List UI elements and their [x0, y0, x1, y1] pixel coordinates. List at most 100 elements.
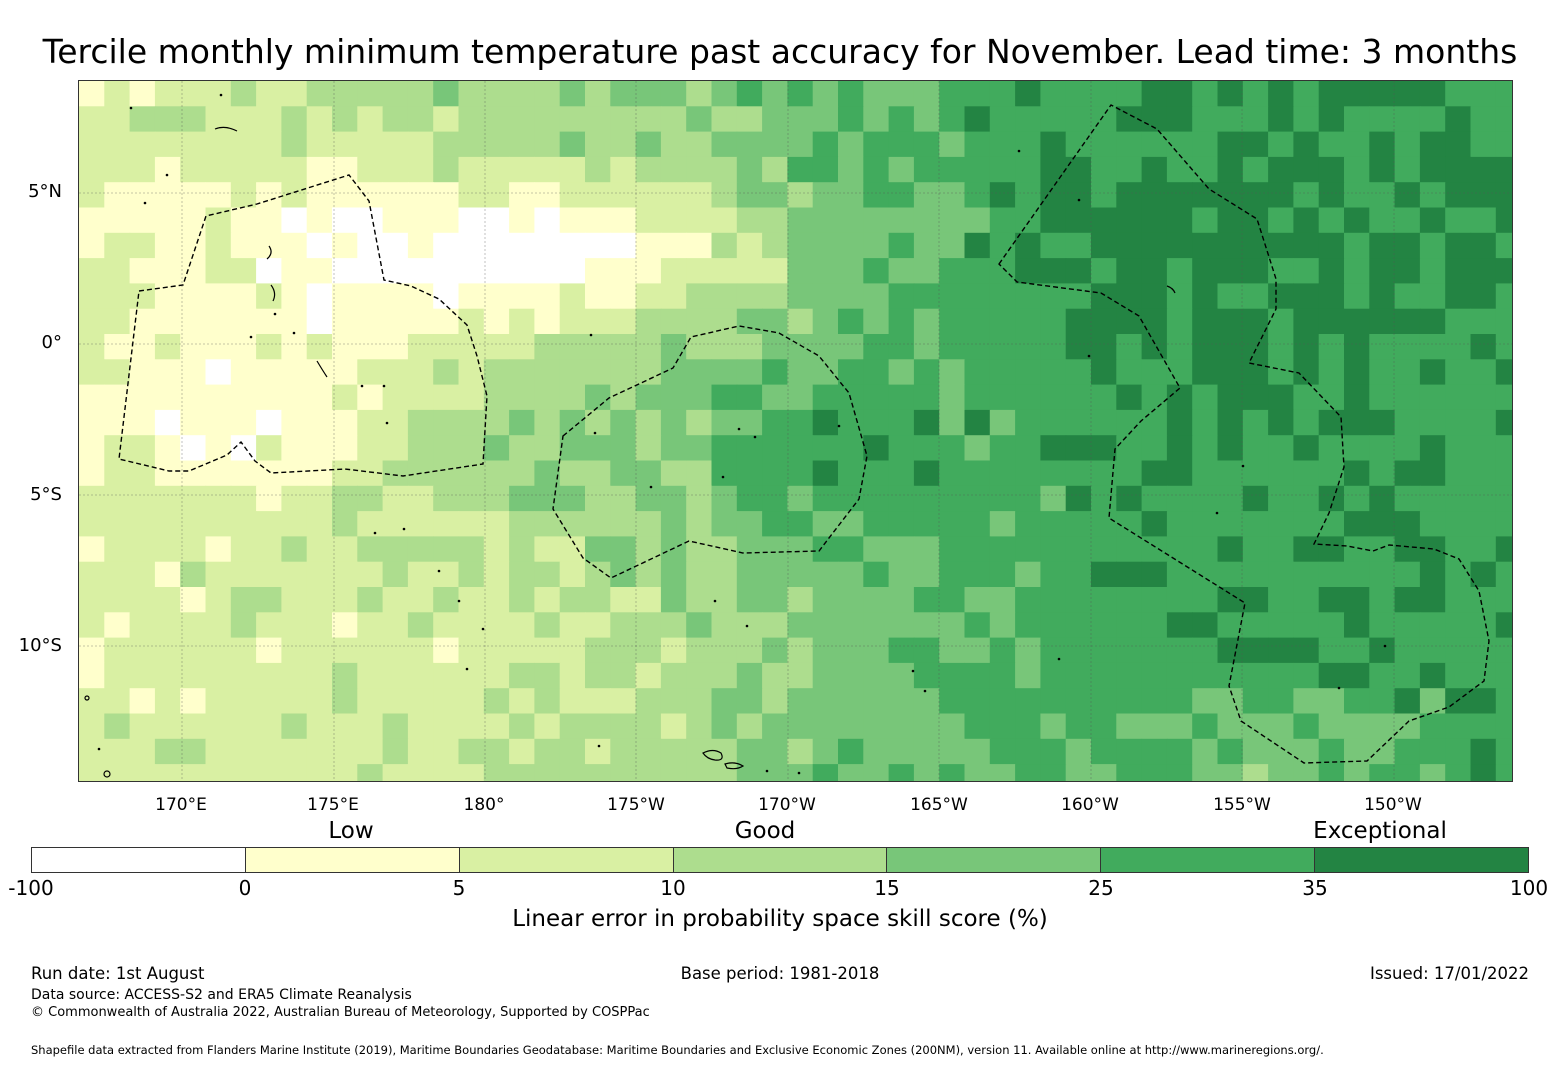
- grid-cell: [888, 131, 915, 158]
- category-low: Low: [328, 818, 374, 844]
- grid-cell: [230, 460, 257, 487]
- grid-cell: [332, 106, 358, 133]
- grid-cell: [1470, 511, 1497, 537]
- grid-cell: [989, 662, 1016, 689]
- grid-cell: [1192, 308, 1219, 335]
- grid-cell: [610, 384, 637, 411]
- grid-cell: [1116, 409, 1143, 436]
- grid-cell: [711, 612, 738, 639]
- grid-cell: [230, 612, 257, 639]
- grid-cell: [913, 764, 940, 781]
- grid-cell: [1065, 232, 1092, 259]
- grid-cell: [1445, 561, 1472, 588]
- grid-cell: [812, 511, 839, 537]
- grid-cell: [762, 207, 788, 234]
- grid-cell: [888, 511, 915, 537]
- grid-cell: [1445, 460, 1472, 487]
- grid-cell: [610, 232, 637, 259]
- grid-cell: [635, 232, 662, 259]
- grid-cell: [256, 688, 282, 715]
- grid-cell: [230, 587, 257, 613]
- grid-cell: [660, 460, 687, 487]
- grid-cell: [1065, 460, 1092, 487]
- grid-cell: [1040, 713, 1067, 740]
- grid-cell: [1116, 207, 1143, 234]
- colorbar-tick: 25: [1088, 876, 1114, 900]
- grid-cell: [1394, 688, 1421, 715]
- grid-cell: [1470, 738, 1497, 765]
- grid-cell: [913, 308, 940, 335]
- grid-cell: [1318, 207, 1345, 234]
- grid-cell: [205, 713, 232, 740]
- grid-cell: [1091, 738, 1117, 765]
- grid-cell: [762, 435, 788, 462]
- grid-cell: [1419, 308, 1446, 335]
- grid-cell: [660, 764, 687, 781]
- grid-cell: [838, 688, 864, 715]
- grid-cell: [1445, 182, 1472, 209]
- grid-cell: [1217, 258, 1244, 284]
- grid-cell: [534, 435, 561, 462]
- grid-cell: [660, 511, 687, 537]
- grid-cell: [1419, 334, 1446, 360]
- grid-cell: [1217, 308, 1244, 335]
- grid-cell: [1495, 131, 1512, 158]
- grid-cell: [1166, 207, 1193, 234]
- grid-cell: [1116, 764, 1143, 781]
- grid-cell: [1268, 258, 1294, 284]
- grid-cell: [1166, 409, 1193, 436]
- grid-cell: [787, 81, 814, 107]
- grid-cell: [154, 612, 181, 639]
- grid-cell: [332, 587, 358, 613]
- grid-cell: [534, 485, 561, 512]
- grid-cell: [509, 258, 535, 284]
- grid-cell: [660, 536, 687, 563]
- grid-cell: [787, 308, 814, 335]
- grid-cell: [1166, 738, 1193, 765]
- grid-cell: [1470, 713, 1497, 740]
- grid-cell: [79, 258, 105, 284]
- grid-cell: [1268, 131, 1294, 158]
- samoa-outline-east: [724, 762, 745, 770]
- colorbar-segment: [245, 848, 460, 872]
- grid-cell: [1217, 283, 1244, 310]
- grid-cell: [180, 662, 207, 689]
- grid-cell: [1217, 637, 1244, 664]
- grid-cell: [686, 511, 713, 537]
- grid-cell: [1419, 511, 1446, 537]
- grid-cell: [433, 156, 460, 183]
- grid-cell: [306, 637, 333, 664]
- grid-cell: [1166, 485, 1193, 512]
- grid-cell: [1091, 637, 1117, 664]
- grid-cell: [812, 258, 839, 284]
- grid-cell: [407, 511, 434, 537]
- grid-cell: [1091, 258, 1117, 284]
- grid-cell: [1293, 182, 1320, 209]
- grid-cell: [1242, 258, 1269, 284]
- grid-cell: [787, 764, 814, 781]
- grid-cell: [1495, 511, 1512, 537]
- grid-cell: [129, 536, 156, 563]
- grid-cell: [281, 738, 308, 765]
- grid-cell: [1040, 637, 1067, 664]
- copyright: © Commonwealth of Australia 2022, Austra…: [31, 1005, 650, 1020]
- grid-cell: [1445, 131, 1472, 158]
- grid-cell: [1369, 81, 1396, 107]
- grid-cell: [964, 587, 991, 613]
- grid-cell: [1419, 738, 1446, 765]
- grid-cell: [509, 485, 535, 512]
- grid-cell: [1369, 106, 1396, 133]
- grid-cell: [1394, 485, 1421, 512]
- grid-cell: [407, 637, 434, 664]
- colorbar-segment: [887, 848, 1102, 872]
- issued-date: Issued: 17/01/2022: [1369, 964, 1529, 983]
- grid-cell: [256, 738, 282, 765]
- grid-cell: [913, 334, 940, 360]
- grid-cell: [332, 384, 358, 411]
- grid-cell: [1419, 283, 1446, 310]
- grid-cell: [1268, 536, 1294, 563]
- grid-cell: [838, 637, 864, 664]
- grid-cell: [1141, 283, 1168, 310]
- grid-cell: [407, 308, 434, 335]
- grid-cell: [1116, 713, 1143, 740]
